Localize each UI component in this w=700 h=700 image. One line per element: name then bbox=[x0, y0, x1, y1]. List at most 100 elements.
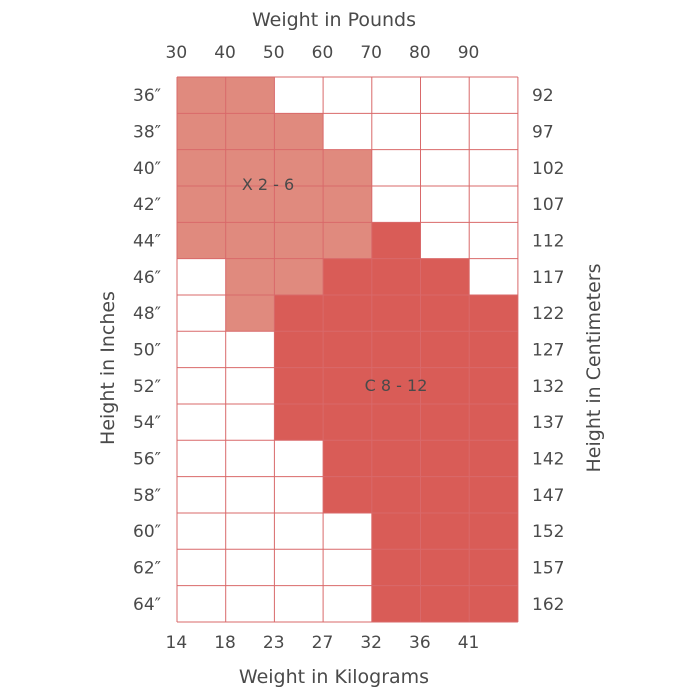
left-tick-label: 46″ bbox=[133, 268, 161, 288]
empty-cell bbox=[177, 512, 226, 550]
size-cell-c bbox=[420, 367, 470, 404]
top-tick-label: 40 bbox=[214, 43, 236, 63]
right-tick-label: 152 bbox=[532, 522, 564, 542]
empty-cell bbox=[177, 440, 226, 477]
size-cell-x bbox=[323, 149, 372, 186]
right-tick-label: 127 bbox=[532, 340, 564, 360]
size-cell-c bbox=[469, 549, 518, 586]
bottom-tick-label: 27 bbox=[312, 633, 334, 653]
empty-cell bbox=[177, 403, 226, 441]
right-tick-label: 122 bbox=[532, 304, 564, 324]
size-cell-c bbox=[323, 476, 372, 513]
size-cell-c bbox=[323, 258, 372, 295]
size-cell-c bbox=[420, 403, 470, 441]
right-tick-label: 97 bbox=[532, 122, 554, 142]
empty-cell bbox=[274, 77, 324, 114]
empty-cell bbox=[225, 512, 275, 550]
left-tick-label: 36″ bbox=[133, 86, 161, 106]
size-cell-c bbox=[420, 549, 470, 586]
bottom-tick-label: 14 bbox=[166, 633, 188, 653]
empty-cell bbox=[469, 258, 518, 295]
empty-cell bbox=[177, 258, 226, 295]
empty-cell bbox=[469, 222, 518, 259]
right-tick-label: 107 bbox=[532, 195, 564, 215]
left-tick-label: 44″ bbox=[133, 231, 161, 251]
size-cell-c bbox=[323, 440, 372, 477]
left-tick-label: 48″ bbox=[133, 304, 161, 324]
left-tick-label: 62″ bbox=[133, 558, 161, 578]
size-cell-c bbox=[469, 403, 518, 441]
size-cell-c bbox=[371, 512, 421, 550]
empty-cell bbox=[371, 113, 421, 150]
size-cell-c bbox=[469, 476, 518, 513]
size-cell-c bbox=[469, 585, 518, 622]
empty-cell bbox=[274, 476, 324, 513]
left-tick-label: 38″ bbox=[133, 122, 161, 142]
size-cell-c bbox=[469, 294, 518, 332]
empty-cell bbox=[274, 440, 324, 477]
left-tick-label: 64″ bbox=[133, 595, 161, 615]
top-tick-label: 50 bbox=[263, 43, 285, 63]
size-cell-c bbox=[371, 222, 421, 259]
size-cell-c bbox=[371, 549, 421, 586]
empty-cell bbox=[177, 367, 226, 404]
empty-cell bbox=[177, 294, 226, 332]
size-cell-c bbox=[323, 331, 372, 368]
size-cell-c bbox=[371, 585, 421, 622]
empty-cell bbox=[274, 585, 324, 622]
left-axis-title: Height in Inches bbox=[97, 291, 119, 445]
empty-cell bbox=[323, 512, 372, 550]
right-tick-label: 117 bbox=[532, 268, 564, 288]
size-cell-x bbox=[177, 149, 226, 186]
size-cell-x bbox=[177, 222, 226, 259]
size-cell-c bbox=[371, 476, 421, 513]
size-cell-c bbox=[274, 331, 324, 368]
empty-cell bbox=[177, 585, 226, 622]
top-tick-label: 30 bbox=[166, 43, 188, 63]
top-axis-title: Weight in Pounds bbox=[252, 9, 416, 31]
left-tick-label: 40″ bbox=[133, 159, 161, 179]
size-cell-x bbox=[225, 258, 275, 295]
right-tick-label: 102 bbox=[532, 159, 564, 179]
right-tick-label: 132 bbox=[532, 377, 564, 397]
right-tick-label: 92 bbox=[532, 86, 554, 106]
size-cell-x bbox=[225, 185, 275, 223]
empty-cell bbox=[225, 331, 275, 368]
size-cell-c bbox=[371, 258, 421, 295]
empty-cell bbox=[274, 512, 324, 550]
bottom-tick-label: 32 bbox=[360, 633, 382, 653]
right-tick-label: 147 bbox=[532, 486, 564, 506]
empty-cell bbox=[177, 331, 226, 368]
size-cell-c bbox=[323, 294, 372, 332]
empty-cell bbox=[420, 149, 470, 186]
size-cell-c bbox=[371, 294, 421, 332]
empty-cell bbox=[420, 77, 470, 114]
size-cell-c bbox=[420, 294, 470, 332]
size-cell-x bbox=[225, 149, 275, 186]
left-tick-label: 56″ bbox=[133, 449, 161, 469]
size-cell-x bbox=[274, 113, 324, 150]
size-cell-c bbox=[274, 294, 324, 332]
bottom-tick-label: 18 bbox=[214, 633, 236, 653]
empty-cell bbox=[420, 222, 470, 259]
empty-cell bbox=[420, 185, 470, 223]
size-cell-x bbox=[225, 77, 275, 114]
size-cell-c bbox=[274, 367, 324, 404]
size-cell-x bbox=[177, 185, 226, 223]
size-cell-x bbox=[323, 185, 372, 223]
size-cell-c bbox=[469, 512, 518, 550]
size-cell-x bbox=[177, 77, 226, 114]
size-cell-x bbox=[323, 222, 372, 259]
region-label-c: C 8 - 12 bbox=[365, 376, 428, 395]
size-cell-c bbox=[371, 403, 421, 441]
size-cell-c bbox=[469, 367, 518, 404]
size-cell-c bbox=[274, 403, 324, 441]
size-cell-x bbox=[225, 222, 275, 259]
empty-cell bbox=[371, 77, 421, 114]
right-tick-label: 112 bbox=[532, 231, 564, 251]
empty-cell bbox=[225, 403, 275, 441]
empty-cell bbox=[323, 585, 372, 622]
empty-cell bbox=[469, 113, 518, 150]
empty-cell bbox=[371, 149, 421, 186]
